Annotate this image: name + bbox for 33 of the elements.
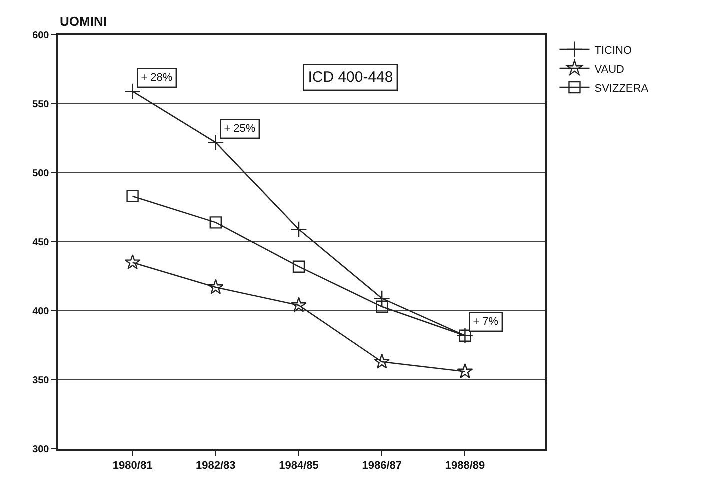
- point: [126, 190, 139, 203]
- point: [210, 216, 222, 229]
- x-tick-label: 1984/85: [279, 460, 319, 472]
- legend-label: SVIZZERA: [594, 82, 650, 95]
- y-tick-label: 400: [32, 306, 50, 318]
- point: [208, 279, 224, 294]
- point: [124, 83, 142, 100]
- point: [376, 300, 388, 313]
- y-tick-label: 500: [32, 168, 50, 180]
- y-tick-label: 450: [32, 238, 50, 248]
- x-tick-label: 1986/87: [362, 460, 402, 472]
- point: [374, 290, 390, 307]
- y-tick-label: 550: [32, 100, 50, 110]
- annotation: + 7%: [473, 316, 499, 328]
- x-tick-label: 1988/89: [445, 460, 486, 472]
- point: [208, 134, 224, 151]
- point: [457, 363, 474, 379]
- x-tick-label: 1982/83: [196, 460, 236, 472]
- legend-label: VAUD: [594, 64, 625, 76]
- point: [290, 221, 308, 238]
- annotation: ICD 400-448: [308, 69, 394, 86]
- y-tick-label: 300: [32, 444, 50, 456]
- point: [292, 260, 306, 273]
- annotation: + 28%: [141, 72, 173, 84]
- point: [291, 297, 307, 312]
- legend-label: TICINO: [594, 44, 632, 57]
- point: [374, 354, 390, 369]
- y-tick-label: 350: [32, 376, 50, 386]
- y-axis-title: UOMINI: [60, 14, 107, 29]
- x-tick-label: 1980/81: [112, 460, 153, 472]
- y-tick-label: 600: [32, 30, 50, 42]
- point: [124, 254, 141, 270]
- annotation: + 25%: [224, 123, 256, 136]
